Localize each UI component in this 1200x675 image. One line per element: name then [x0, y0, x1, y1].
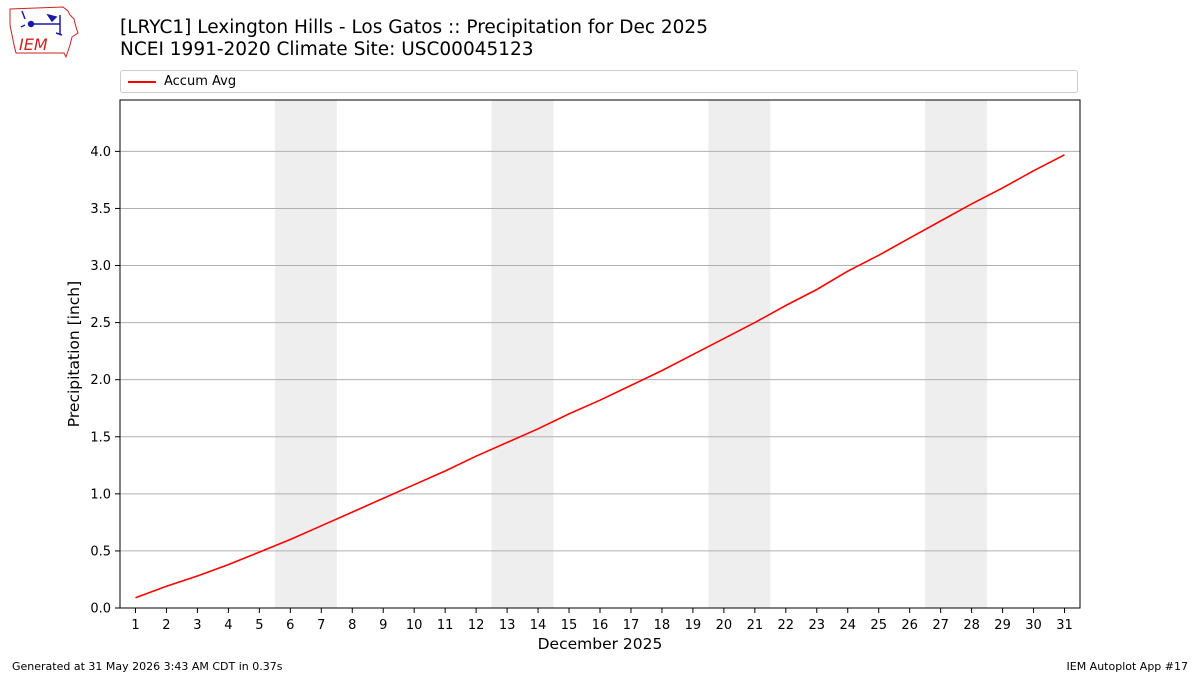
- chart-title: [LRYC1] Lexington Hills - Los Gatos :: P…: [120, 17, 708, 38]
- weekend-band-27-28: [925, 100, 988, 608]
- y-tick-label-8: 4.0: [90, 145, 111, 160]
- x-tick-label-22: 22: [778, 618, 795, 633]
- logo-text: IEM: [19, 35, 48, 54]
- x-tick-label-28: 28: [963, 618, 980, 633]
- legend-label-accum-avg: Accum Avg: [164, 74, 237, 89]
- x-tick-label-11: 11: [437, 618, 454, 633]
- x-tick-label-15: 15: [561, 618, 578, 633]
- footer-generated-text: Generated at 31 May 2026 3:43 AM CDT in …: [12, 660, 283, 673]
- weekend-band-20-21: [708, 100, 771, 608]
- x-tick-label-23: 23: [809, 618, 826, 633]
- x-tick-label-8: 8: [348, 618, 356, 633]
- x-tick-label-21: 21: [747, 618, 764, 633]
- y-tick-label-0: 0.0: [90, 602, 111, 617]
- legend-swatch-accum-avg: [128, 81, 156, 83]
- series-line-0: [135, 154, 1065, 599]
- x-tick-label-13: 13: [499, 618, 516, 633]
- x-axis-label: December 2025: [538, 635, 663, 653]
- x-tick-label-7: 7: [317, 618, 325, 633]
- x-tick-label-6: 6: [286, 618, 294, 633]
- legend: Accum Avg: [120, 70, 1078, 93]
- y-tick-label-2: 1.0: [90, 487, 111, 502]
- x-tick-label-3: 3: [193, 618, 201, 633]
- y-tick-label-3: 1.5: [90, 430, 111, 445]
- x-tick-label-10: 10: [406, 618, 423, 633]
- iem-logo: IEM: [9, 6, 79, 59]
- x-tick-label-25: 25: [870, 618, 887, 633]
- x-tick-label-19: 19: [685, 618, 702, 633]
- x-tick-label-17: 17: [623, 618, 640, 633]
- y-axis-label: Precipitation [inch]: [65, 281, 83, 427]
- y-tick-label-1: 0.5: [90, 544, 111, 559]
- y-tick-label-6: 3.0: [90, 259, 111, 274]
- x-tick-label-20: 20: [716, 618, 733, 633]
- x-tick-label-16: 16: [592, 618, 609, 633]
- x-tick-label-24: 24: [839, 618, 856, 633]
- x-tick-label-18: 18: [654, 618, 671, 633]
- x-tick-label-27: 27: [932, 618, 949, 633]
- x-tick-label-26: 26: [901, 618, 918, 633]
- x-tick-label-31: 31: [1056, 618, 1073, 633]
- y-tick-label-5: 2.5: [90, 316, 111, 331]
- x-tick-label-9: 9: [379, 618, 387, 633]
- weekend-band-13-14: [491, 100, 554, 608]
- chart-subtitle: NCEI 1991-2020 Climate Site: USC00045123: [120, 39, 534, 60]
- x-tick-label-12: 12: [468, 618, 485, 633]
- x-tick-label-4: 4: [224, 618, 232, 633]
- footer-app-text: IEM Autoplot App #17: [1066, 660, 1189, 673]
- x-tick-label-14: 14: [530, 618, 547, 633]
- weekend-bands: [274, 100, 988, 608]
- gridlines: [120, 150, 1080, 552]
- x-tick-label-1: 1: [131, 618, 139, 633]
- x-tick-label-5: 5: [255, 618, 263, 633]
- x-axis-ticks: 1 2 3 4 5 6 7 8 9 10 11 12 13 14 15 16 17 18 19 20 21 22 23 24 2…: [131, 608, 1073, 633]
- x-tick-label-2: 2: [162, 618, 170, 633]
- y-tick-label-7: 3.5: [90, 202, 111, 217]
- weather-station-icon: [20, 10, 63, 36]
- x-tick-label-29: 29: [994, 618, 1011, 633]
- series-lines: [135, 154, 1065, 599]
- x-tick-label-30: 30: [1025, 618, 1042, 633]
- y-axis-ticks: 0.0 0.5 1.0 1.5 2.0 2.5 3.0 3.5 4.0: [90, 145, 120, 617]
- y-tick-label-4: 2.0: [90, 373, 111, 388]
- iowa-state-outline: [9, 6, 79, 59]
